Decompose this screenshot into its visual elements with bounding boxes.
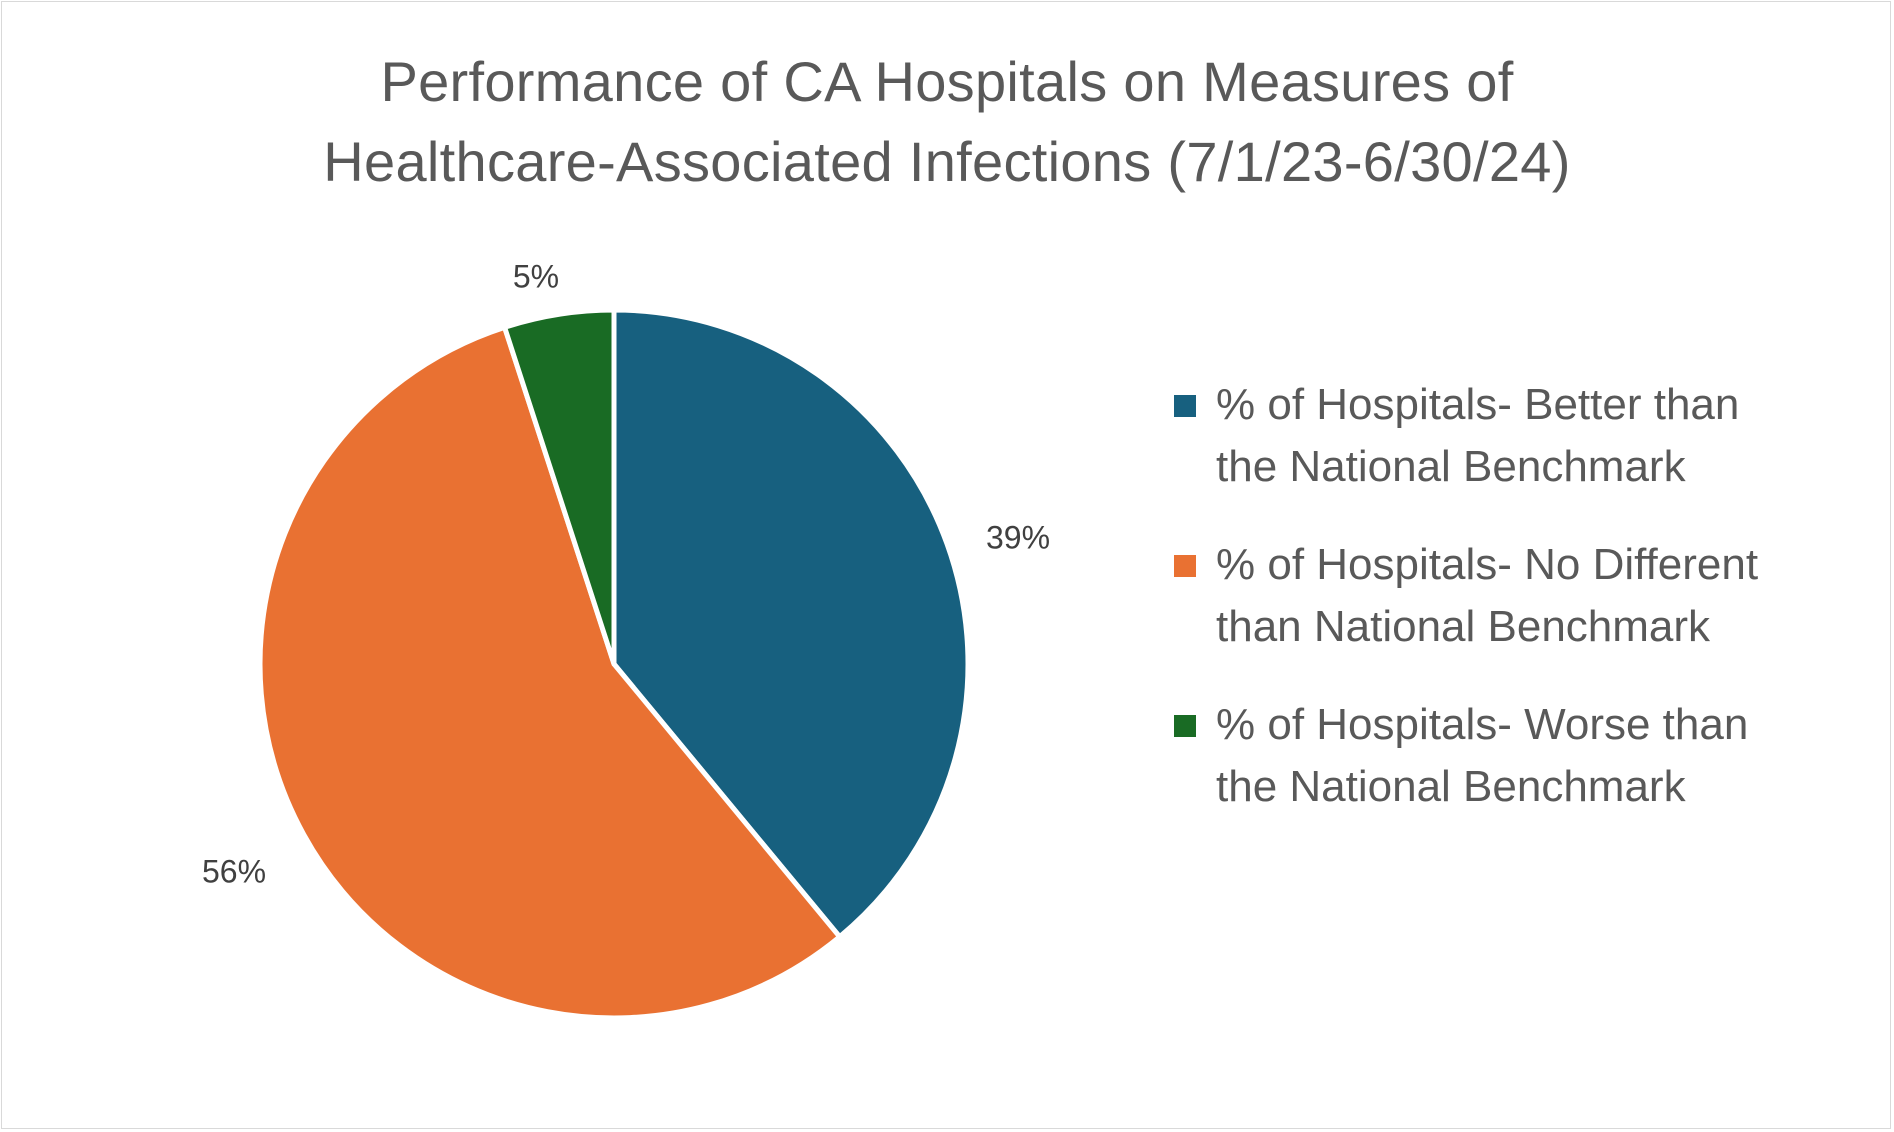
legend-swatch-no-different <box>1174 555 1196 577</box>
legend-label-worse-line-1: % of Hospitals- Worse than <box>1216 700 1749 749</box>
legend-label-worse-line-2: the National Benchmark <box>1216 762 1686 811</box>
pie-slice-no-different <box>257 324 843 1021</box>
legend-swatch-worse <box>1174 715 1196 737</box>
data-label-better: 39% <box>986 519 1050 555</box>
legend-label-no-different-line-2: than National Benchmark <box>1216 602 1711 651</box>
pie-slice-better <box>611 307 971 940</box>
chart-title-line-1: Performance of CA Hospitals on Measures … <box>380 50 1514 113</box>
pie-slice-worse <box>502 307 617 667</box>
legend-item-worse: % of Hospitals- Worse than the National … <box>1174 694 1874 818</box>
legend-swatch-better <box>1174 395 1196 417</box>
legend-item-no-different: % of Hospitals- No Different than Nation… <box>1174 534 1874 658</box>
legend: % of Hospitals- Better than the National… <box>1174 374 1874 854</box>
legend-item-better: % of Hospitals- Better than the National… <box>1174 374 1874 498</box>
data-label-no-different: 56% <box>202 853 266 889</box>
legend-label-better-line-1: % of Hospitals- Better than <box>1216 380 1740 429</box>
chart-title-line-2: Healthcare-Associated Infections (7/1/23… <box>323 130 1571 193</box>
data-label-worse: 5% <box>513 258 559 294</box>
chart-title: Performance of CA Hospitals on Measures … <box>0 42 1894 202</box>
legend-label-better-line-2: the National Benchmark <box>1216 442 1686 491</box>
legend-label-no-different-line-1: % of Hospitals- No Different <box>1216 540 1759 589</box>
